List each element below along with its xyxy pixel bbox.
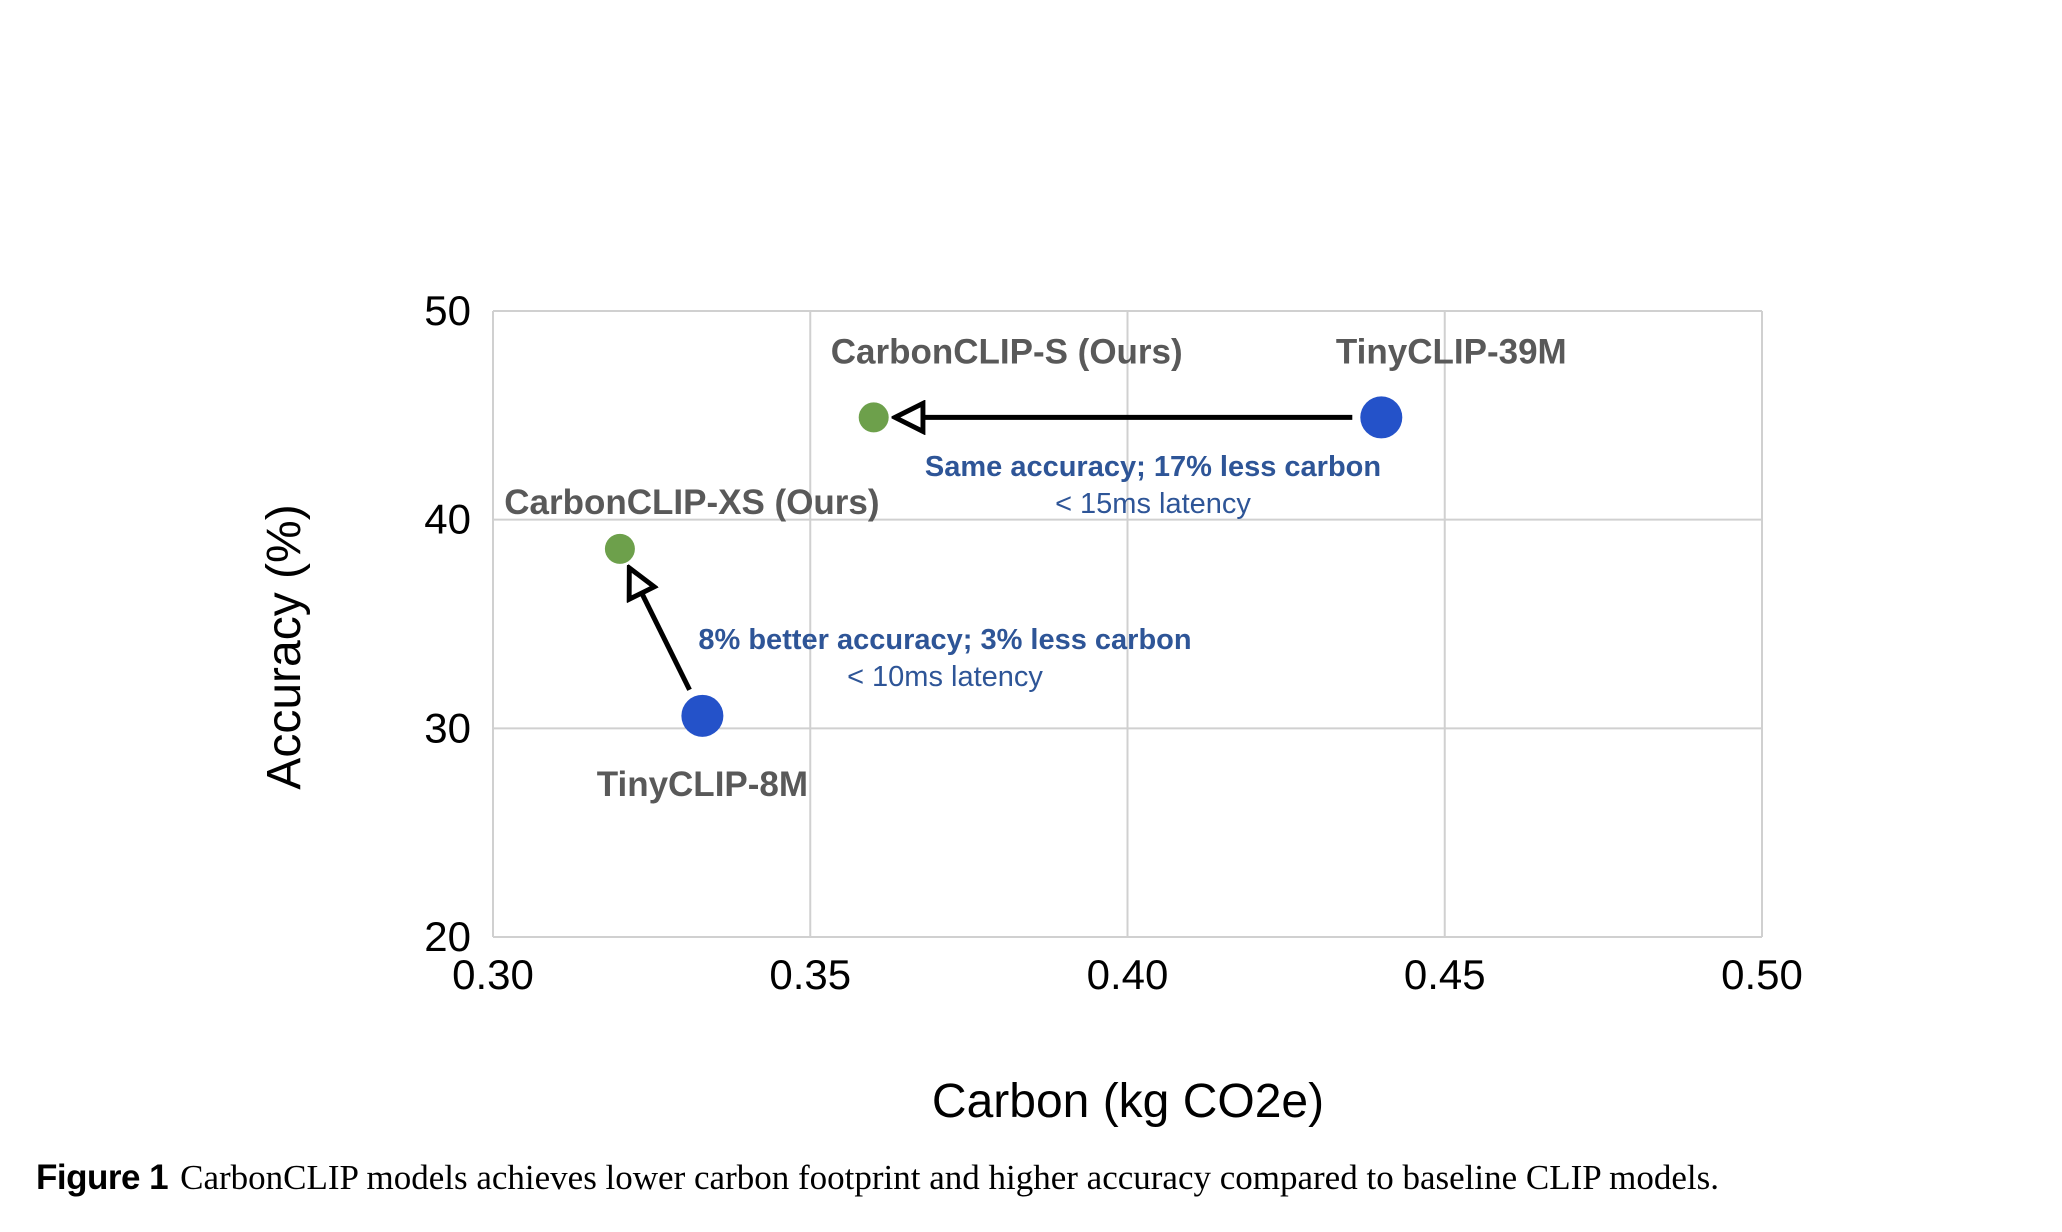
- caption-text: CarbonCLIP models achieves lower carbon …: [180, 1158, 1720, 1197]
- annotation-latency: < 15ms latency: [1055, 488, 1251, 520]
- y-tick-label: 40: [424, 496, 471, 543]
- point-label-carbonclip-s-ours: CarbonCLIP-S (Ours): [831, 332, 1183, 371]
- caption-label: Figure 1: [36, 1158, 169, 1197]
- data-points: [604, 396, 1403, 737]
- annotations: 8% better accuracy; 3% less carbon < 10ms…: [698, 451, 1381, 693]
- x-tick-label: 0.35: [769, 951, 851, 998]
- x-tick-label: 0.40: [1087, 951, 1169, 998]
- annotation-latency: < 10ms latency: [847, 661, 1043, 693]
- x-tick-label: 0.50: [1721, 951, 1803, 998]
- point-tinyclip-39m: [1360, 396, 1403, 439]
- point-label-tinyclip-8m: TinyCLIP-8M: [597, 765, 808, 804]
- y-tick-label: 20: [424, 913, 471, 960]
- y-tick-label: 50: [424, 287, 471, 334]
- y-tick-label: 30: [424, 704, 471, 751]
- annotation-headline: Same accuracy; 17% less carbon: [925, 451, 1381, 483]
- point-label-carbonclip-xs-ours: CarbonCLIP-XS (Ours): [504, 483, 879, 522]
- x-tick-label: 0.30: [452, 951, 534, 998]
- y-axis-title: Accuracy (%): [258, 504, 311, 789]
- annotation-headline: 8% better accuracy; 3% less carbon: [698, 624, 1191, 656]
- point-tinyclip-8m: [681, 694, 724, 737]
- x-axis-title: Carbon (kg CO2e): [932, 1075, 1324, 1128]
- point-carbonclip-s-ours: [858, 402, 889, 433]
- x-tick-label: 0.45: [1404, 951, 1486, 998]
- point-carbonclip-xs-ours: [604, 533, 635, 564]
- point-label-tinyclip-39m: TinyCLIP-39M: [1336, 332, 1567, 371]
- point-labels: TinyCLIP-8M TinyCLIP-39M CarbonCLIP-XS (Ou…: [504, 332, 1566, 803]
- arrow-tinyclip-8m-to-carbonclip-xs-ours: [630, 570, 692, 691]
- arrows: [630, 417, 1353, 691]
- tick-labels: 0.30 0.35 0.40 0.45 0.50 20 30 40 50: [424, 287, 1803, 998]
- figure-caption: Figure 1 CarbonCLIP models achieves lower…: [36, 1158, 2036, 1198]
